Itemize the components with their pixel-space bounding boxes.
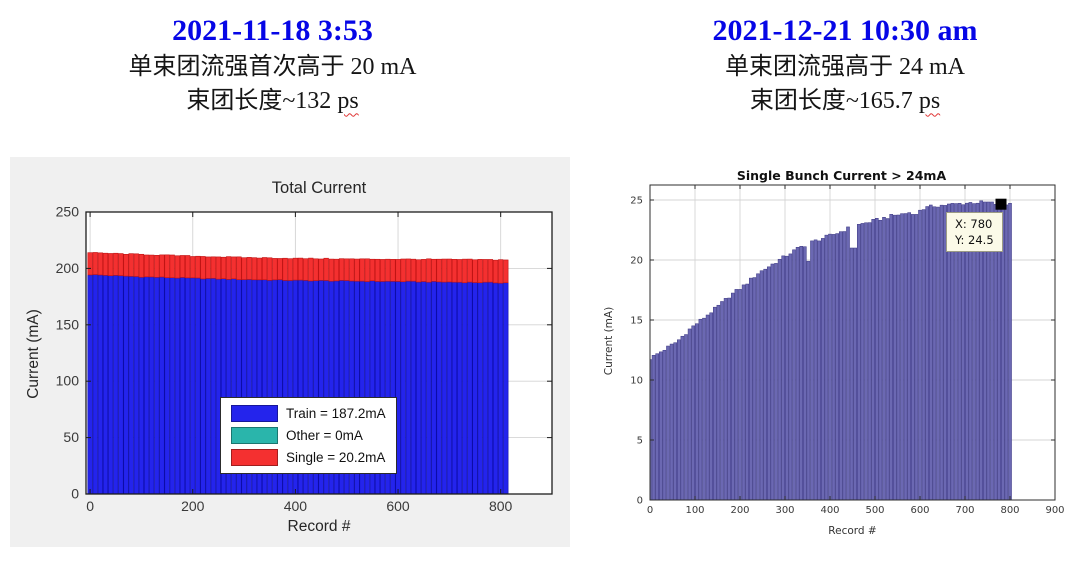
left-date-title: 2021-11-18 3:53 — [172, 14, 373, 47]
legend-label-single: Single = 20.2mA — [286, 450, 386, 465]
right-y-axis-label: Current (mA) — [603, 306, 615, 376]
left-subtitle-threshold: 单束团流强首次高于 20 mA — [128, 53, 417, 80]
svg-text:300: 300 — [775, 505, 794, 516]
left-chart-title: Total Current — [271, 179, 367, 197]
legend-label-train: Train = 187.2mA — [286, 406, 386, 421]
svg-text:900: 900 — [1045, 505, 1064, 516]
legend-item-train: Train = 187.2mA — [231, 405, 386, 422]
svg-text:800: 800 — [1000, 505, 1019, 516]
chart-legend: Train = 187.2mA Other = 0mA Single = 20.… — [220, 397, 397, 474]
right-chart-title: Single Bunch Current > 24mA — [736, 168, 947, 183]
svg-text:200: 200 — [730, 505, 749, 516]
svg-text:400: 400 — [284, 498, 308, 514]
legend-label-other: Other = 0mA — [286, 428, 363, 443]
svg-text:200: 200 — [56, 260, 80, 276]
left-y-axis-label: Current (mA) — [25, 309, 42, 399]
left-ps-unit: ps — [337, 88, 359, 115]
left-x-axis-label: Record # — [287, 518, 351, 535]
right-bunch-length-text: 束团长度~165.7 — [749, 88, 913, 115]
right-ps-unit: ps — [918, 88, 941, 115]
svg-text:0: 0 — [71, 486, 79, 502]
left-panel-header: 2021-11-18 3:53 单束团流强首次高于 20 mA 束团长度~132… — [0, 12, 545, 119]
legend-item-other: Other = 0mA — [231, 427, 386, 444]
svg-text:0: 0 — [647, 505, 653, 516]
svg-text:10: 10 — [630, 376, 643, 387]
left-bunch-length-text: 束团长度~132 — [186, 88, 332, 115]
svg-text:15: 15 — [630, 316, 643, 327]
svg-text:25: 25 — [630, 196, 643, 207]
left-subtitle-bunch-length: 束团长度~132 ps — [0, 84, 545, 119]
right-subtitle-bunch-length: 束团长度~165.7 ps — [610, 84, 1079, 119]
svg-text:600: 600 — [386, 498, 410, 514]
single-bunch-plot: 0 100 200 300 400 500 600 700 800 900 0 5 10 15 20 25 — [630, 184, 1065, 516]
svg-text:700: 700 — [955, 505, 974, 516]
train-color-swatch — [231, 405, 278, 422]
svg-text:5: 5 — [637, 436, 643, 447]
svg-text:800: 800 — [489, 498, 513, 514]
single-bunch-chart-figure: 0 100 200 300 400 500 600 700 800 900 0 5 10 15 20 25 S… — [598, 163, 1076, 559]
right-date-title: 2021-12-21 10:30 am — [712, 14, 978, 47]
svg-text:600: 600 — [910, 505, 929, 516]
svg-text:200: 200 — [181, 498, 205, 514]
svg-text:20: 20 — [630, 256, 643, 267]
svg-text:100: 100 — [56, 373, 80, 389]
other-color-swatch — [231, 427, 278, 444]
svg-text:250: 250 — [56, 204, 80, 220]
svg-text:0: 0 — [86, 498, 94, 514]
right-x-axis-label: Record # — [828, 525, 877, 537]
legend-item-single: Single = 20.2mA — [231, 449, 386, 466]
right-panel-header: 2021-12-21 10:30 am 单束团流强高于 24 mA 束团长度~1… — [610, 12, 1079, 119]
svg-text:0: 0 — [637, 496, 643, 507]
data-cursor-tooltip: X: 780 Y: 24.5 — [946, 212, 1003, 253]
svg-text:500: 500 — [865, 505, 884, 516]
single-color-swatch — [231, 449, 278, 466]
svg-text:100: 100 — [685, 505, 704, 516]
total-current-plot: 0 200 400 600 800 0 50 100 150 200 250 — [56, 204, 553, 514]
svg-text:400: 400 — [820, 505, 839, 516]
datatip-y-value: Y: 24.5 — [955, 233, 994, 248]
datatip-x-value: X: 780 — [955, 217, 993, 231]
svg-text:50: 50 — [63, 429, 79, 445]
svg-text:150: 150 — [56, 316, 80, 332]
right-subtitle-threshold: 单束团流强高于 24 mA — [725, 53, 965, 80]
total-current-chart-figure: 0 200 400 600 800 0 50 100 150 200 250 Total Curre… — [10, 157, 570, 547]
